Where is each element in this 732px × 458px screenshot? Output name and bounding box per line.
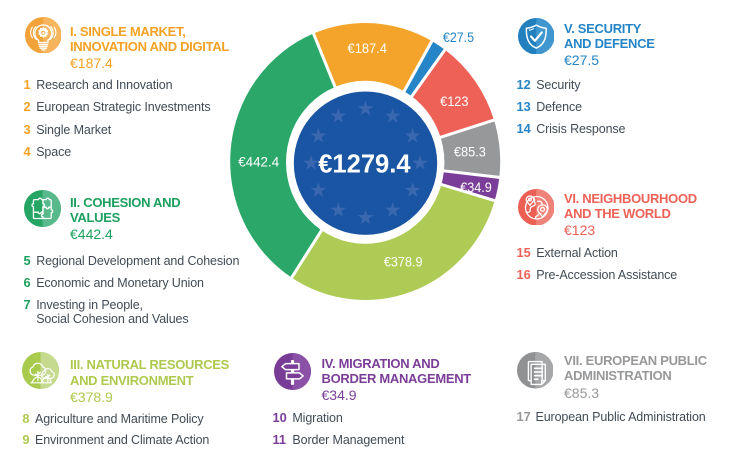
svg-text:€1279.4: €1279.4 <box>318 148 411 178</box>
svg-text:€34.9: €34.9 <box>460 180 492 196</box>
svg-text:€85.3: €85.3 <box>454 145 486 161</box>
svg-text:€187.4: €187.4 <box>348 41 387 57</box>
svg-text:€27.5: €27.5 <box>443 30 474 46</box>
svg-text:€442.4: €442.4 <box>238 154 279 170</box>
svg-text:€378.9: €378.9 <box>384 254 423 270</box>
svg-text:€123: €123 <box>440 94 468 110</box>
